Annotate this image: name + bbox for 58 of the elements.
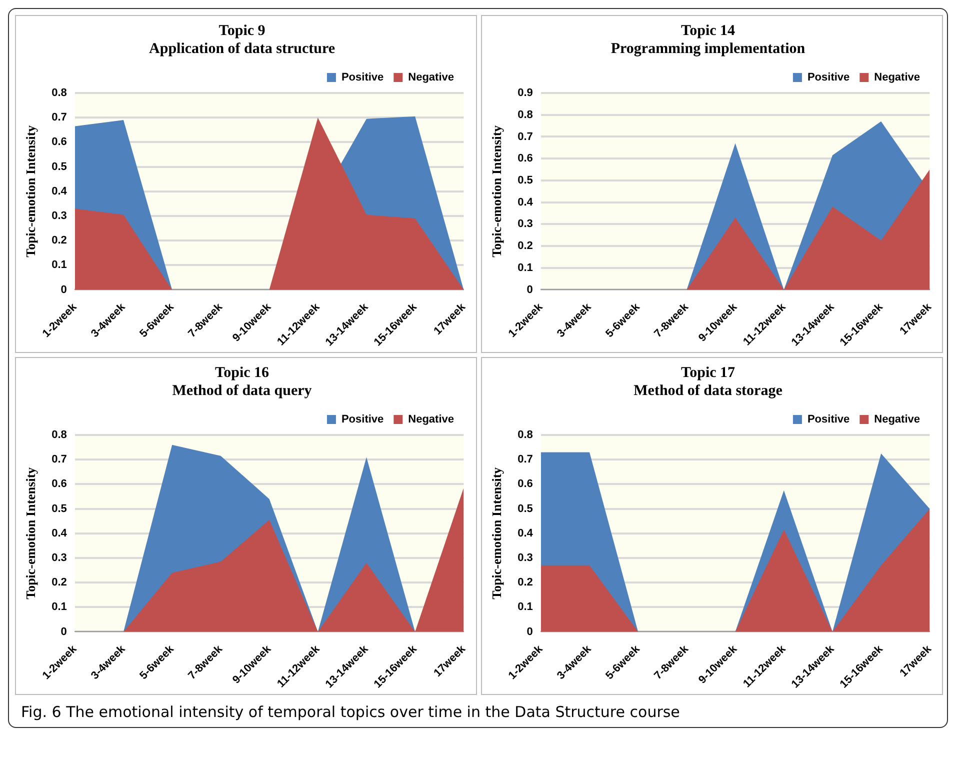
y-tick-label: 0.7 [518,454,533,466]
y-tick-label: 0.7 [52,112,67,124]
y-tick-label: 0.2 [518,576,533,589]
chart-subtitle: Method of data query [172,382,312,399]
y-tick-label: 0.8 [518,108,533,121]
y-tick-label: 0.3 [52,552,67,564]
legend-label: Positive [341,414,384,426]
chart-subtitle: Programming implementation [610,40,806,57]
legend-label: Negative [874,414,920,426]
y-axis-title: Topic-emotion Intensity [23,466,38,600]
legend-label: Negative [408,72,454,84]
y-tick-label: 0.1 [52,259,67,272]
legend-label: Negative [408,414,454,426]
legend-label: Positive [341,72,384,84]
chart-title: Topic 9 [218,22,266,39]
y-tick-label: 0.9 [518,87,533,100]
y-tick-label: 0.5 [518,502,533,515]
chart-subtitle: Method of data storage [634,382,783,399]
y-tick-label: 0.3 [518,552,533,564]
y-axis-title: Topic-emotion Intensity [489,466,504,600]
y-tick-label: 0.2 [52,576,67,589]
y-tick-label: 0 [526,626,533,638]
y-tick-label: 0.5 [52,502,67,515]
chart-title: Topic 16 [214,364,270,381]
caption: Fig. 6 The emotional intensity of temporal topics over time in the Data Structure course [21,703,681,721]
y-tick-label: 0.2 [518,240,533,252]
chart-title: Topic 14 [680,22,736,39]
y-tick-label: 0.5 [52,160,67,173]
legend-label: Negative [874,72,920,84]
y-tick-label: 0.6 [518,478,533,490]
y-tick-label: 0.4 [518,196,534,208]
y-tick-label: 0 [60,626,67,638]
legend-label: Positive [807,414,850,426]
y-tick-label: 0.4 [518,527,534,540]
y-tick-label: 0.4 [52,185,68,198]
y-axis-title: Topic-emotion Intensity [23,124,38,258]
y-tick-label: 0.8 [52,429,67,442]
y-tick-label: 0.6 [518,152,533,165]
y-tick-label: 0.7 [518,130,533,143]
y-tick-label: 0 [526,284,533,296]
y-tick-label: 0.1 [52,601,67,614]
y-tick-label: 0.8 [52,87,67,100]
y-tick-label: 0.7 [52,454,67,466]
y-tick-label: 0.5 [518,174,533,186]
y-axis-title: Topic-emotion Intensity [489,124,504,258]
y-tick-label: 0.4 [52,527,68,540]
y-tick-label: 0.6 [52,478,67,490]
legend-label: Positive [807,72,850,84]
y-tick-label: 0.8 [518,429,533,442]
y-tick-label: 0 [60,284,67,296]
y-tick-label: 0.3 [52,210,67,222]
y-tick-label: 0.2 [52,234,67,247]
y-tick-label: 0.1 [518,262,533,274]
y-tick-label: 0.6 [52,136,67,148]
chart-title: Topic 17 [680,364,736,381]
y-tick-label: 0.3 [518,218,533,230]
y-tick-label: 0.1 [518,601,533,614]
chart-subtitle: Application of data structure [149,40,336,57]
